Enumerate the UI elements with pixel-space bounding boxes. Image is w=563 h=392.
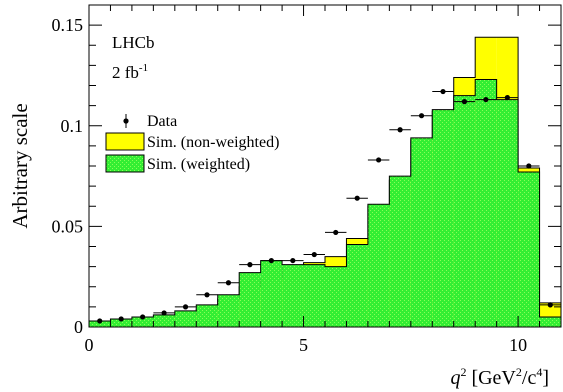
luminosity-label: 2 fb-1 [112, 62, 148, 82]
data-point [397, 127, 403, 133]
weighted-bar [346, 244, 368, 327]
x-tick-label: 10 [509, 335, 527, 355]
legend-non-weighted-label: Sim. (non-weighted) [147, 134, 279, 151]
x-axis-label: q2 [GeV2/c4] [450, 365, 549, 389]
data-point [526, 163, 532, 169]
y-tick-label: 0 [74, 317, 83, 337]
data-point [461, 99, 468, 105]
legend-data-label: Data [147, 113, 177, 130]
weighted-bar [496, 99, 519, 328]
weighted-bar [432, 109, 454, 328]
data-point [333, 229, 339, 236]
weighted-bar [239, 272, 261, 327]
y-tick-label: 0.05 [52, 216, 84, 236]
data-point [504, 94, 510, 101]
histogram-weighted [88, 78, 562, 328]
weighted-bar [410, 137, 433, 327]
legend-entry-data: Data [123, 113, 177, 130]
weighted-bar [260, 260, 283, 327]
weighted-bar [153, 314, 175, 327]
weighted-bar [518, 172, 540, 327]
y-tick-label: 0.15 [52, 15, 84, 35]
x-axis-var-sup: 2 [460, 365, 466, 379]
weighted-bar [389, 176, 411, 327]
legend-weighted-swatch [105, 154, 145, 173]
data-point [247, 262, 253, 268]
data-point [376, 157, 382, 163]
legend-non-weighted-swatch [105, 132, 145, 151]
x-axis-unit-sup1: 2 [516, 365, 522, 379]
data-point [204, 292, 210, 298]
data-point [97, 318, 103, 324]
weighted-bar [539, 316, 561, 327]
legend-weighted-label: Sim. (weighted) [147, 156, 250, 173]
weighted-bar [453, 95, 476, 327]
weighted-bar [282, 264, 304, 327]
weighted-bar [131, 316, 154, 327]
data-point [182, 304, 189, 310]
data-point [354, 195, 360, 201]
data-point [547, 302, 553, 308]
data-point [311, 251, 317, 258]
data-point [483, 96, 489, 103]
weighted-bar [89, 320, 111, 327]
data-point [290, 257, 296, 264]
weighted-outline [88, 78, 562, 327]
weighted-bar [475, 79, 497, 328]
x-tick-label: 0 [85, 335, 94, 355]
data-point [418, 113, 425, 119]
x-tick-label: 5 [299, 335, 308, 355]
experiment-label: LHCb [112, 33, 155, 52]
legend-entry-non-weighted: Sim. (non-weighted) [105, 132, 279, 151]
weighted-bar [196, 304, 218, 327]
luminosity-sup: -1 [139, 62, 148, 74]
weighted-bar [367, 204, 390, 327]
data-point [161, 310, 167, 316]
data-points [89, 88, 561, 324]
y-tick-label: 0.1 [61, 116, 84, 136]
data-point [440, 88, 446, 95]
legend-entry-weighted: Sim. (weighted) [105, 154, 250, 173]
tick-labels: 0 5 10 0 0.05 0.1 0.15 [52, 15, 528, 355]
x-axis-unit-mid: /c [522, 367, 537, 389]
data-point [268, 257, 274, 264]
weighted-bar [217, 294, 240, 327]
legend-data-marker [123, 118, 129, 124]
weighted-bar [110, 318, 132, 327]
x-axis-var: q [450, 367, 460, 389]
data-point [118, 316, 124, 322]
axis-ticks [88, 4, 562, 328]
x-axis-unit-close: ] [542, 367, 549, 389]
data-point [225, 280, 232, 286]
x-axis-unit-open: [GeV [466, 367, 516, 389]
data-point [140, 314, 146, 320]
luminosity-main: 2 fb [112, 63, 139, 82]
x-axis-unit-sup2: 4 [536, 365, 542, 379]
legend: Data Sim. (non-weighted) Sim. (weighted) [105, 113, 279, 173]
weighted-bar [325, 266, 347, 327]
weighted-bar [174, 310, 197, 327]
y-axis-label: Arbitrary scale [8, 103, 32, 228]
weighted-bar [303, 264, 325, 327]
